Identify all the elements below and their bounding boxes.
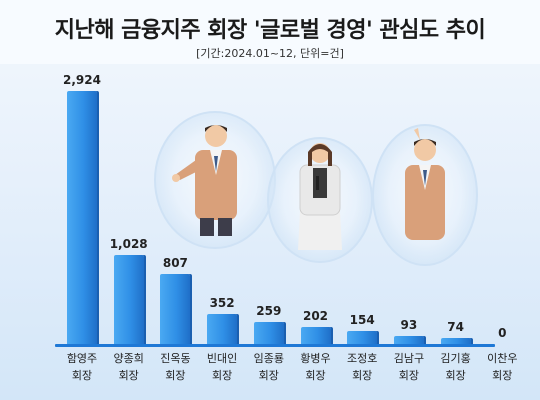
bar-value-label: 202	[302, 308, 329, 323]
bar	[393, 335, 424, 344]
bar	[207, 313, 238, 344]
bar-value-label: 93	[400, 317, 418, 332]
bar	[300, 326, 331, 344]
category-label: 진옥동 회장	[160, 352, 191, 382]
bar-value-label: 2,924	[63, 73, 101, 87]
bar	[253, 321, 284, 344]
category-label: 양종희 회장	[113, 352, 144, 382]
header-band	[0, 0, 540, 64]
chart-baseline	[55, 344, 495, 347]
category-label: 빈대인 회장	[206, 352, 238, 382]
bar-value-label: 154	[349, 312, 375, 327]
bar	[67, 91, 97, 344]
category-label: 김남구 회장	[393, 352, 425, 382]
category-label: 황병우 회장	[300, 352, 331, 382]
bar-value-label: 74	[447, 319, 464, 334]
category-label: 함영주 회장	[66, 352, 98, 382]
bar	[440, 337, 471, 344]
bar-value-label: 259	[256, 303, 282, 318]
chart-title: 지난해 금융지주 회장 '글로벌 경영' 관심도 추이	[54, 18, 486, 43]
bar-value-label: 352	[209, 295, 235, 310]
bar	[160, 274, 191, 344]
category-label: 김기홍 회장	[440, 352, 471, 382]
bar-value-label: 1,028	[109, 237, 148, 252]
category-label: 조정호 회장	[347, 352, 378, 382]
category-label: 임종룡 회장	[253, 352, 284, 382]
category-label: 이찬우 회장	[487, 352, 518, 382]
chart-subtitle: [기간:2024.01~12, 단위=건]	[196, 47, 344, 60]
bar-value-label: 807	[162, 256, 188, 271]
bar	[113, 255, 144, 344]
bar-value-label: 0	[498, 326, 507, 340]
bar	[347, 330, 378, 344]
